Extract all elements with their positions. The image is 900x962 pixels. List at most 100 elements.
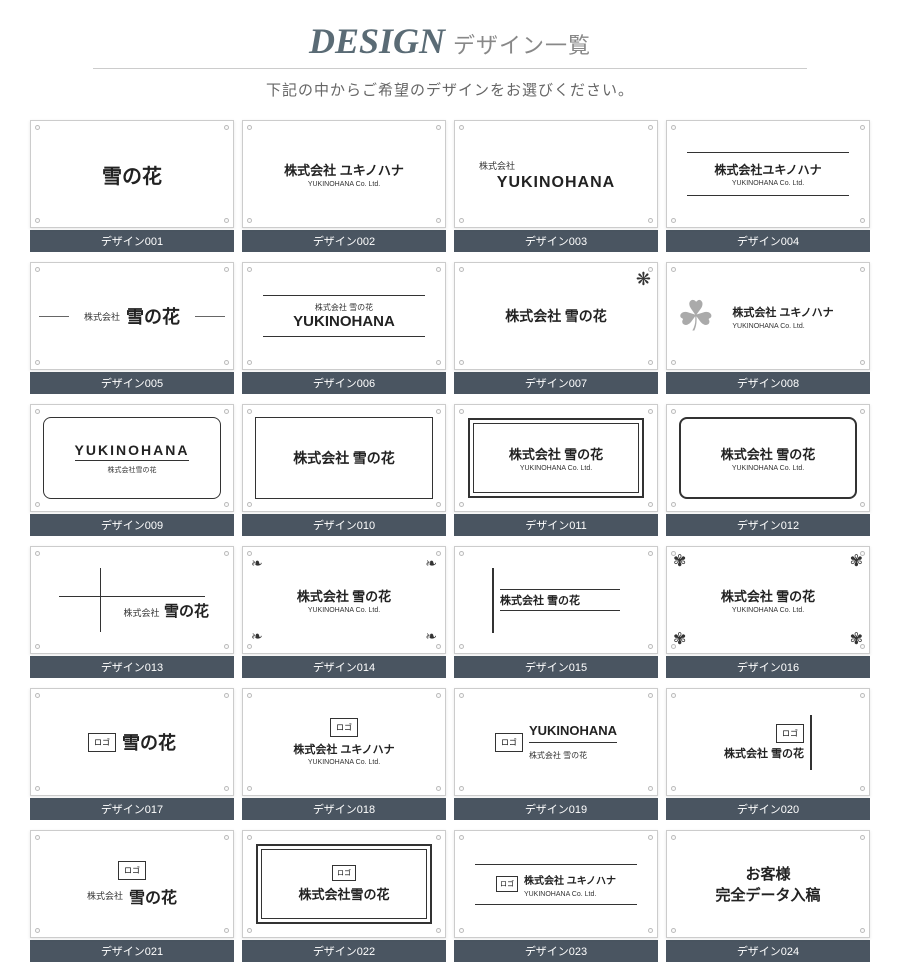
divider [93,68,807,69]
ornament-icon: ❋ [636,269,651,290]
header: DESIGN デザイン一覧 下記の中からご希望のデザインをお選びください。 [30,20,870,100]
plate-sub: YUKINOHANA Co. Ltd. [308,181,380,188]
design-card-019[interactable]: ロゴ YUKINOHANA 株式会社 雪の花 デザイン019 [454,688,658,820]
logo-placeholder: ロゴ [88,733,116,752]
design-card-013[interactable]: 株式会社 雪の花 デザイン013 [30,546,234,678]
design-card-005[interactable]: 株式会社 雪の花 デザイン005 [30,262,234,394]
title-english: DESIGN [309,20,445,62]
card-label: デザイン021 [30,940,234,962]
logo-placeholder: ロゴ [330,718,358,737]
subtitle: 下記の中からご希望のデザインをお選びください。 [30,79,870,100]
card-label: デザイン001 [30,230,234,252]
corner-icon: ❧ [425,628,437,645]
design-card-015[interactable]: 株式会社 雪の花 デザイン015 [454,546,658,678]
corner-icon: ❧ [251,628,263,645]
card-label: デザイン004 [666,230,870,252]
design-card-024[interactable]: お客様 完全データ入稿 デザイン024 [666,830,870,962]
card-label: デザイン023 [454,940,658,962]
plate-text: 株式会社ユキノハナ [714,161,821,178]
logo-placeholder: ロゴ [495,733,523,752]
plate-text: YUKINOHANA [293,313,395,330]
plate-text: YUKINOHANA [529,723,617,738]
plate-line2: 完全データ入稿 [715,884,820,905]
card-label: デザイン005 [30,372,234,394]
corner-icon: ❧ [425,555,437,572]
plate-text: 雪の花 [129,884,177,908]
plate-text: 株式会社 雪の花 [500,592,620,608]
corner-icon: ❧ [251,555,263,572]
ornament-icon: ✾ [850,629,863,649]
design-card-001[interactable]: 雪の花 デザイン001 [30,120,234,252]
design-card-021[interactable]: ロゴ 株式会社 雪の花 デザイン021 [30,830,234,962]
plate-small: 株式会社 雪の花 [315,302,373,313]
plate-text: 雪の花 [122,729,176,755]
card-label: デザイン012 [666,514,870,536]
plate-sub: 株式会社 雪の花 [529,751,587,760]
card-label: デザイン011 [454,514,658,536]
design-grid: 雪の花 デザイン001 株式会社 ユキノハナ YUKINOHANA Co. Lt… [30,120,870,962]
plate-sub: YUKINOHANA Co. Ltd. [524,891,616,898]
card-label: デザイン009 [30,514,234,536]
plate-text: 株式会社 ユキノハナ [293,741,394,757]
plate-line1: お客様 [745,863,790,884]
plate-sub: YUKINOHANA Co. Ltd. [308,759,380,766]
design-card-012[interactable]: 株式会社 雪の花 YUKINOHANA Co. Ltd. デザイン012 [666,404,870,536]
card-label: デザイン018 [242,798,446,820]
logo-placeholder: ロゴ [776,724,804,743]
card-label: デザイン019 [454,798,658,820]
design-card-002[interactable]: 株式会社 ユキノハナ YUKINOHANA Co. Ltd. デザイン002 [242,120,446,252]
card-label: デザイン008 [666,372,870,394]
card-label: デザイン007 [454,372,658,394]
plate-text: 雪の花 [164,604,209,620]
card-label: デザイン010 [242,514,446,536]
plate-text: 株式会社 ユキノハナ [732,307,833,319]
design-card-014[interactable]: ❧ ❧ ❧ ❧ 株式会社 雪の花 YUKINOHANA Co. Ltd. デザイン0… [242,546,446,678]
design-card-023[interactable]: ロゴ 株式会社 ユキノハナ YUKINOHANA Co. Ltd. デザイン02… [454,830,658,962]
card-label: デザイン024 [666,940,870,962]
card-label: デザイン020 [666,798,870,820]
plate-sub: YUKINOHANA Co. Ltd. [732,323,833,330]
wreath-icon: ☘ [677,292,715,341]
design-card-017[interactable]: ロゴ 雪の花 デザイン017 [30,688,234,820]
design-card-016[interactable]: ✾ ✾ ✾ ✾ 株式会社 雪の花 YUKINOHANA Co. Ltd. デザイ… [666,546,870,678]
design-card-009[interactable]: YUKINOHANA 株式会社雪の花 デザイン009 [30,404,234,536]
design-card-011[interactable]: 株式会社 雪の花 YUKINOHANA Co. Ltd. デザイン011 [454,404,658,536]
plate-small: 株式会社 [479,161,515,171]
logo-placeholder: ロゴ [496,876,518,892]
card-label: デザイン022 [242,940,446,962]
card-label: デザイン002 [242,230,446,252]
card-label: デザイン006 [242,372,446,394]
card-label: デザイン015 [454,656,658,678]
plate-text: 株式会社 雪の花 [297,586,391,605]
plate-prefix: 株式会社 [124,608,160,618]
design-card-018[interactable]: ロゴ 株式会社 ユキノハナ YUKINOHANA Co. Ltd. デザイン01… [242,688,446,820]
design-card-022[interactable]: ロゴ 株式会社雪の花 デザイン022 [242,830,446,962]
plate-prefix: 株式会社 [84,310,120,323]
title-japanese: デザイン一覧 [453,28,591,60]
plate-text: YUKINOHANA [497,174,615,192]
design-card-004[interactable]: 株式会社ユキノハナ YUKINOHANA Co. Ltd. デザイン004 [666,120,870,252]
design-card-010[interactable]: 株式会社 雪の花 デザイン010 [242,404,446,536]
ornament-icon: ✾ [673,629,686,649]
plate-text: 雪の花 [126,303,180,329]
logo-placeholder: ロゴ [118,861,146,880]
plate-text: 株式会社 雪の花 [505,306,607,326]
card-label: デザイン014 [242,656,446,678]
design-card-007[interactable]: ❋ 株式会社 雪の花 デザイン007 [454,262,658,394]
plate-sub: YUKINOHANA Co. Ltd. [308,607,380,614]
plate-text: 株式会社 ユキノハナ [284,160,404,179]
design-card-003[interactable]: 株式会社 YUKINOHANA デザイン003 [454,120,658,252]
plate-text: 雪の花 [102,160,162,189]
design-card-008[interactable]: ☘ 株式会社 ユキノハナ YUKINOHANA Co. Ltd. デザイン008 [666,262,870,394]
card-label: デザイン016 [666,656,870,678]
design-card-006[interactable]: 株式会社 雪の花 YUKINOHANA デザイン006 [242,262,446,394]
plate-text: 株式会社 雪の花 [724,745,804,761]
plate-prefix: 株式会社 [87,889,123,902]
plate-text: 株式会社 ユキノハナ [524,876,616,887]
plate-sub: YUKINOHANA Co. Ltd. [732,180,804,187]
card-label: デザイン013 [30,656,234,678]
plate-text: 株式会社 雪の花 [721,586,815,605]
ornament-icon: ✾ [673,551,686,571]
design-card-020[interactable]: ロゴ 株式会社 雪の花 デザイン020 [666,688,870,820]
plate-sub: YUKINOHANA Co. Ltd. [732,607,804,614]
